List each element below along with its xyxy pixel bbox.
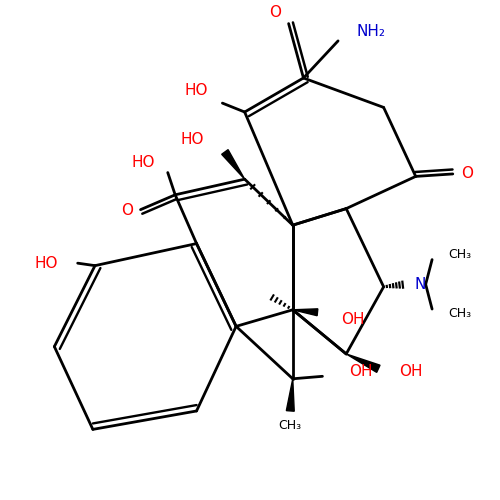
Text: O: O	[269, 5, 281, 20]
Polygon shape	[293, 309, 318, 316]
Polygon shape	[222, 150, 244, 179]
Text: O: O	[460, 166, 472, 182]
Text: CH₃: CH₃	[448, 248, 471, 261]
Text: CH₃: CH₃	[448, 308, 471, 320]
Text: OH: OH	[348, 364, 372, 379]
Polygon shape	[346, 354, 380, 372]
Text: O: O	[120, 203, 132, 218]
Text: HO: HO	[184, 84, 208, 98]
Polygon shape	[286, 379, 294, 411]
Text: OH: OH	[399, 364, 422, 379]
Text: HO: HO	[132, 155, 156, 170]
Text: CH₃: CH₃	[278, 420, 302, 432]
Text: HO: HO	[34, 256, 58, 270]
Text: OH: OH	[341, 312, 364, 327]
Text: NH₂: NH₂	[356, 24, 386, 40]
Text: N: N	[414, 277, 426, 292]
Text: HO: HO	[180, 132, 204, 147]
